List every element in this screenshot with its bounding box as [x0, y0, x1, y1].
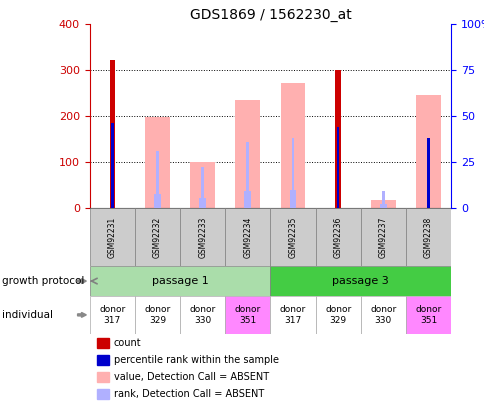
- Text: value, Detection Call = ABSENT: value, Detection Call = ABSENT: [114, 372, 269, 382]
- Bar: [360, 296, 405, 334]
- Bar: [180, 296, 225, 334]
- Bar: [90, 296, 135, 334]
- Bar: [415, 96, 440, 208]
- Bar: [270, 296, 315, 334]
- Text: passage 3: passage 3: [332, 276, 388, 286]
- Text: GSM92232: GSM92232: [152, 217, 162, 258]
- Bar: [156, 151, 158, 208]
- Text: donor
317: donor 317: [279, 305, 305, 324]
- Bar: [135, 208, 180, 266]
- Bar: [315, 208, 360, 266]
- Text: GSM92231: GSM92231: [107, 217, 117, 258]
- Bar: [270, 208, 315, 266]
- Bar: [90, 208, 135, 266]
- Bar: [154, 194, 161, 208]
- Text: donor
351: donor 351: [414, 305, 440, 324]
- Text: GSM92236: GSM92236: [333, 216, 342, 258]
- Bar: [289, 190, 296, 208]
- Bar: [225, 208, 270, 266]
- Text: rank, Detection Call = ABSENT: rank, Detection Call = ABSENT: [114, 389, 264, 399]
- Text: donor
317: donor 317: [99, 305, 125, 324]
- Text: donor
330: donor 330: [189, 305, 215, 324]
- Bar: [246, 142, 249, 208]
- Bar: [180, 208, 225, 266]
- Title: GDS1869 / 1562230_at: GDS1869 / 1562230_at: [189, 8, 350, 22]
- Bar: [280, 83, 305, 208]
- Text: growth protocol: growth protocol: [2, 276, 85, 286]
- Bar: [335, 70, 340, 208]
- Text: count: count: [114, 338, 141, 348]
- Bar: [291, 138, 294, 208]
- Bar: [405, 296, 450, 334]
- Bar: [360, 208, 405, 266]
- Bar: [199, 198, 206, 208]
- Bar: [235, 100, 260, 208]
- Text: GSM92233: GSM92233: [198, 216, 207, 258]
- Text: GSM92237: GSM92237: [378, 216, 387, 258]
- Bar: [315, 296, 360, 334]
- Bar: [336, 127, 339, 208]
- Text: donor
351: donor 351: [234, 305, 260, 324]
- Text: GSM92235: GSM92235: [288, 216, 297, 258]
- Bar: [426, 138, 429, 208]
- Text: individual: individual: [2, 310, 53, 320]
- Bar: [379, 204, 386, 208]
- Text: donor
330: donor 330: [369, 305, 395, 324]
- Text: percentile rank within the sample: percentile rank within the sample: [114, 355, 278, 365]
- Bar: [190, 162, 214, 208]
- Bar: [145, 117, 169, 208]
- Text: passage 1: passage 1: [151, 276, 208, 286]
- Bar: [201, 167, 204, 208]
- Text: GSM92234: GSM92234: [243, 216, 252, 258]
- Bar: [111, 124, 113, 208]
- Text: GSM92238: GSM92238: [423, 217, 432, 258]
- Bar: [270, 266, 450, 296]
- Bar: [135, 296, 180, 334]
- Bar: [90, 266, 270, 296]
- Bar: [225, 296, 270, 334]
- Bar: [244, 191, 251, 208]
- Bar: [381, 191, 384, 208]
- Bar: [109, 60, 115, 208]
- Text: donor
329: donor 329: [144, 305, 170, 324]
- Bar: [370, 200, 395, 208]
- Text: donor
329: donor 329: [324, 305, 350, 324]
- Bar: [405, 208, 450, 266]
